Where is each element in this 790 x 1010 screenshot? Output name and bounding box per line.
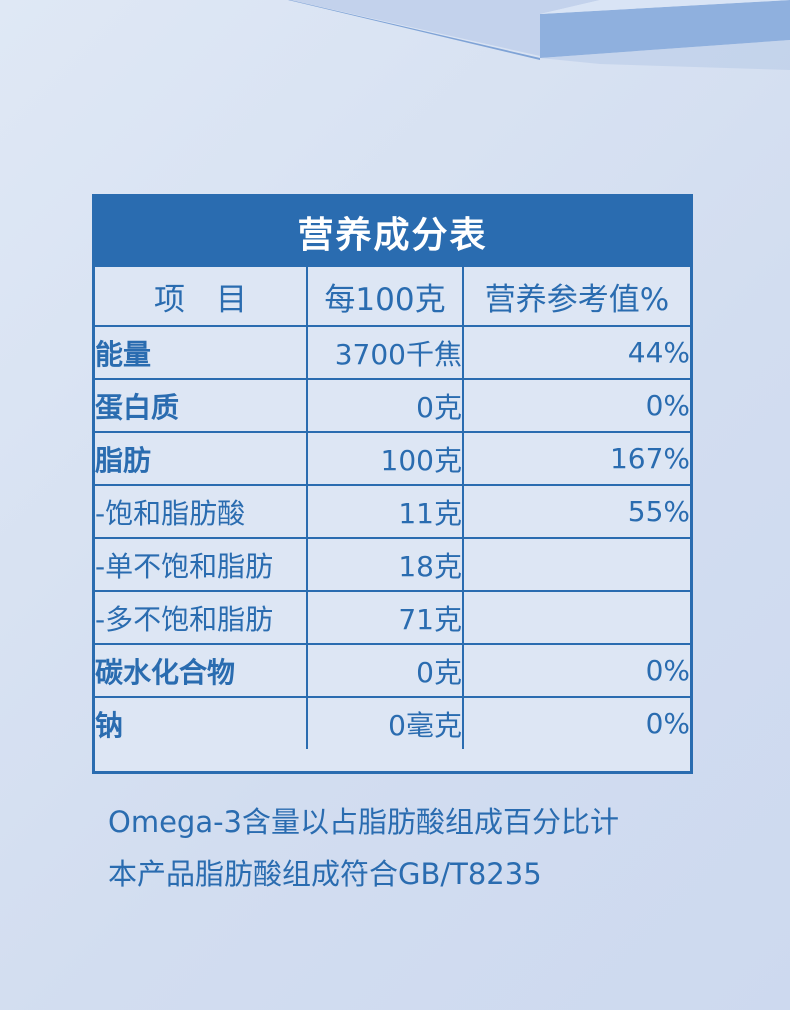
nutrient-name: -单不饱和脂肪 [95, 537, 308, 592]
nutrition-table: 项 目 每100克 营养参考值% 能量 3700千焦 44% 蛋白质 0克 0%… [95, 267, 690, 749]
nrv-value: 167% [462, 431, 690, 486]
per-100g-value: 0毫克 [306, 696, 464, 749]
table-row: 能量 3700千焦 44% [95, 325, 690, 380]
omega3-note: Omega-3含量以占脂肪酸组成百分比计 [108, 805, 620, 839]
per-100g-value: 0克 [306, 643, 464, 698]
nrv-value: 55% [462, 484, 690, 539]
nrv-value: 0% [462, 643, 690, 698]
per-100g-value: 11克 [306, 484, 464, 539]
nrv-value: 0% [462, 696, 690, 749]
nutrient-name: 蛋白质 [95, 378, 308, 433]
nrv-value: 44% [462, 325, 690, 380]
nrv-value [462, 537, 690, 592]
nutrient-name: 能量 [95, 325, 308, 380]
nrv-value [462, 590, 690, 645]
header-nrv: 营养参考值% [462, 267, 690, 327]
per-100g-value: 0克 [306, 378, 464, 433]
table-row: 碳水化合物 0克 0% [95, 643, 690, 698]
nrv-value: 0% [462, 378, 690, 433]
table-row: -饱和脂肪酸 11克 55% [95, 484, 690, 539]
header-item: 项 目 [95, 267, 308, 327]
per-100g-value: 71克 [306, 590, 464, 645]
table-row: 钠 0毫克 0% [95, 696, 690, 749]
per-100g-value: 3700千焦 [306, 325, 464, 380]
nutrient-name: -饱和脂肪酸 [95, 484, 308, 539]
table-title: 营养成分表 [95, 197, 690, 267]
per-100g-value: 18克 [306, 537, 464, 592]
table-row: 蛋白质 0克 0% [95, 378, 690, 433]
nutrient-name: 钠 [95, 696, 308, 749]
table-row: -多不饱和脂肪 71克 [95, 590, 690, 645]
nutrient-name: -多不饱和脂肪 [95, 590, 308, 645]
nutrient-name: 脂肪 [95, 431, 308, 486]
nutrition-facts-panel: 营养成分表 项 目 每100克 营养参考值% 能量 3700千焦 44% 蛋白质… [92, 194, 693, 774]
nutrient-name: 碳水化合物 [95, 643, 308, 698]
table-row: 脂肪 100克 167% [95, 431, 690, 486]
header-per-100g: 每100克 [306, 267, 464, 327]
standard-note: 本产品脂肪酸组成符合GB/T8235 [108, 857, 542, 891]
table-header-row: 项 目 每100克 营养参考值% [95, 267, 690, 327]
decorative-3d-shape [288, 0, 790, 70]
table-row: -单不饱和脂肪 18克 [95, 537, 690, 592]
per-100g-value: 100克 [306, 431, 464, 486]
footnotes: Omega-3含量以占脂肪酸组成百分比计 本产品脂肪酸组成符合GB/T8235 [108, 796, 619, 900]
